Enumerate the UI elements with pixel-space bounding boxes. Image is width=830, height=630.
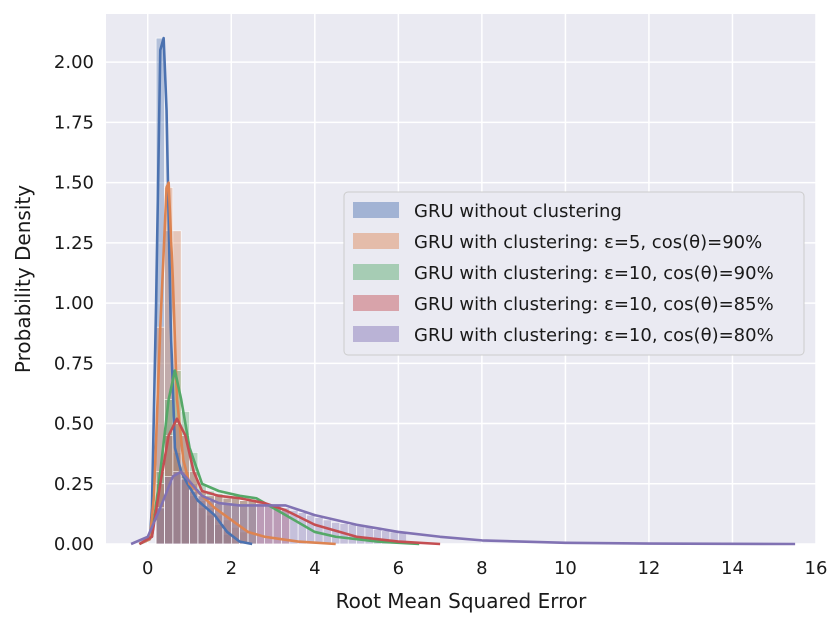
kde-line-series-2	[138, 369, 420, 546]
kde-line-series-4	[130, 470, 796, 546]
histogram-bar-series-4	[256, 505, 266, 545]
legend-label-2: GRU with clustering: ε=10, cos(θ)=90%	[414, 263, 774, 284]
legend-swatch-3	[353, 295, 399, 311]
histogram-bar-series-4	[222, 502, 232, 545]
legend-swatch-4	[353, 326, 399, 342]
y-tick-label: 1.75	[54, 112, 94, 133]
x-tick-label: 8	[476, 558, 487, 579]
y-tick-label: 0.75	[54, 353, 94, 374]
histogram-bar-series-4	[322, 519, 332, 545]
x-tick-label: 14	[721, 558, 744, 579]
histogram-bar-series-4	[331, 522, 341, 545]
legend-swatch-2	[353, 264, 399, 280]
x-axis-title: Root Mean Squared Error	[336, 589, 588, 613]
legend-label-1: GRU with clustering: ε=5, cos(θ)=90%	[414, 232, 762, 253]
y-tick-label: 1.50	[54, 173, 94, 194]
y-tick-label: 1.00	[54, 293, 94, 314]
x-tick-label: 2	[226, 558, 237, 579]
legend-swatch-0	[353, 202, 399, 218]
kde-line-series-1	[138, 181, 336, 546]
kde-layer	[130, 36, 796, 546]
legend-swatch-1	[353, 233, 399, 249]
x-tick-label: 10	[554, 558, 577, 579]
x-tick-label: 6	[393, 558, 404, 579]
legend-label-3: GRU with clustering: ε=10, cos(θ)=85%	[414, 294, 774, 315]
x-tick-label: 0	[142, 558, 153, 579]
kde-line-series-0	[138, 36, 253, 546]
x-tick-label: 16	[805, 558, 828, 579]
y-tick-label: 0.00	[54, 534, 94, 555]
y-tick-label: 0.50	[54, 414, 94, 435]
y-axis-title: Probability Density	[11, 185, 35, 373]
y-tick-label: 1.25	[54, 233, 94, 254]
x-tick-label: 4	[309, 558, 320, 579]
histogram-bar-series-4	[239, 505, 249, 545]
x-tick-label: 12	[637, 558, 660, 579]
histogram-bar-series-4	[180, 478, 190, 545]
histogram-bar-series-4	[172, 471, 182, 545]
histogram-bar-series-4	[247, 505, 257, 545]
y-tick-label: 0.25	[54, 474, 94, 495]
y-tick-label: 2.00	[54, 52, 94, 73]
legend-label-0: GRU without clustering	[414, 201, 622, 222]
legend-label-4: GRU with clustering: ε=10, cos(θ)=80%	[414, 325, 774, 346]
legend: GRU without clustering GRU with clusteri…	[343, 191, 805, 356]
kde-line-series-3	[138, 417, 441, 546]
tick-labels: 0 2 4 6 8 10 12 14 16 0.00 0.25 0.50 0.75 1.00 1.25 1.5…	[54, 52, 828, 579]
histogram-bar-series-4	[314, 517, 324, 545]
legend-frame	[343, 191, 805, 356]
